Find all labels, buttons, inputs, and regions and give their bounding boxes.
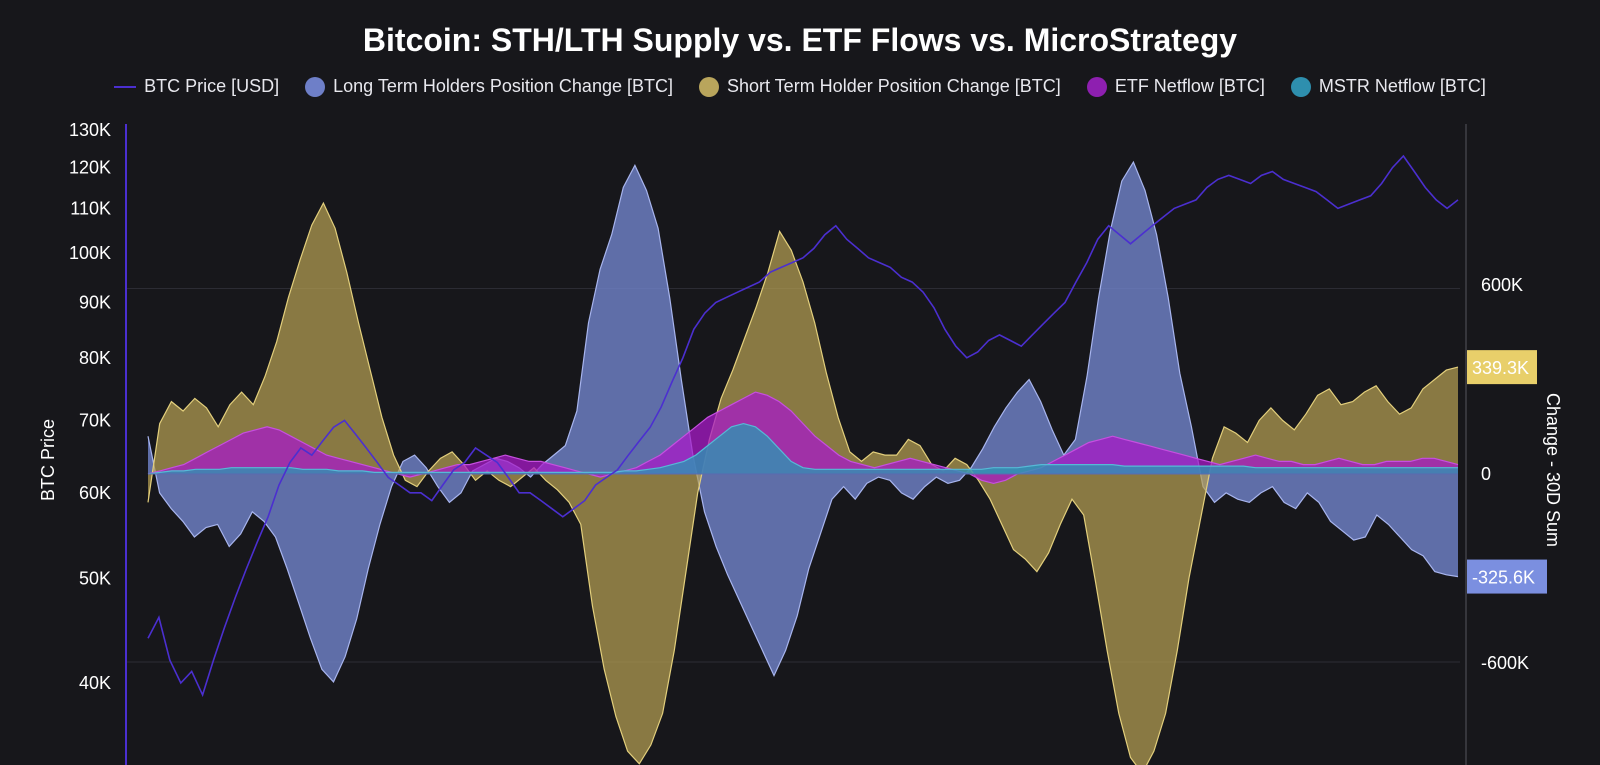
area-lth-outline	[147, 160, 1459, 683]
legend-dot-marker	[1290, 76, 1311, 97]
legend-line-marker	[114, 85, 137, 88]
last-value-badge	[1467, 350, 1537, 385]
y-left-tick-label: 120K	[69, 158, 111, 178]
chart-legend: BTC Price [USD] Long Term Holders Positi…	[0, 76, 1600, 97]
y-left-tick-label: 60K	[79, 483, 111, 503]
area-mstr	[148, 423, 1458, 474]
legend-item-sth[interactable]: Short Term Holder Position Change [BTC]	[698, 76, 1061, 97]
y-right-tick-label: -600K	[1481, 653, 1529, 673]
legend-label: MSTR Netflow [BTC]	[1318, 76, 1486, 96]
last-value-badge	[1467, 559, 1547, 594]
area-sth	[148, 203, 1458, 765]
area-lth	[148, 162, 1458, 682]
y-right-tick-label: 600K	[1481, 275, 1523, 295]
y-left-tick-label: 130K	[69, 120, 111, 140]
y-right-axis-label: Change - 30D Sum	[1543, 393, 1563, 547]
legend-label: BTC Price [USD]	[144, 76, 280, 96]
y-left-tick-label: 90K	[79, 293, 111, 313]
legend-dot-marker	[305, 76, 326, 97]
y-right-tick-label: 0	[1481, 464, 1491, 484]
y-left-tick-label: 50K	[79, 568, 111, 588]
y-left-tick-label: 80K	[79, 348, 111, 368]
legend-item-mstr[interactable]: MSTR Netflow [BTC]	[1290, 76, 1486, 97]
legend-label: ETF Netflow [BTC]	[1114, 76, 1265, 96]
legend-label: Short Term Holder Position Change [BTC]	[726, 76, 1061, 96]
chart-title: Bitcoin: STH/LTH Supply vs. ETF Flows vs…	[362, 22, 1238, 58]
area-mstr-outline	[147, 422, 1458, 475]
area-sth-outline	[147, 201, 1459, 765]
legend-item-lth[interactable]: Long Term Holders Position Change [BTC]	[305, 76, 673, 97]
line-btc-price	[147, 154, 1459, 698]
legend-dot-marker	[1086, 76, 1107, 97]
y-left-axis-label: BTC Price	[38, 419, 58, 501]
last-value-badge-label: -325.6K	[1472, 568, 1535, 588]
area-etf	[148, 392, 1458, 484]
legend-item-etf[interactable]: ETF Netflow [BTC]	[1086, 76, 1265, 97]
legend-label: Long Term Holders Position Change [BTC]	[333, 76, 673, 96]
y-left-tick-label: 40K	[79, 673, 111, 693]
y-left-tick-label: 100K	[69, 243, 111, 263]
last-value-badge-label: 339.3K	[1472, 358, 1529, 378]
y-left-tick-label: 70K	[79, 410, 111, 430]
y-left-tick-label: 110K	[70, 198, 111, 218]
area-etf-outline	[147, 391, 1459, 485]
legend-dot-marker	[698, 76, 719, 97]
legend-item-btc-price[interactable]: BTC Price [USD]	[114, 76, 279, 97]
plot-area	[147, 154, 1459, 765]
